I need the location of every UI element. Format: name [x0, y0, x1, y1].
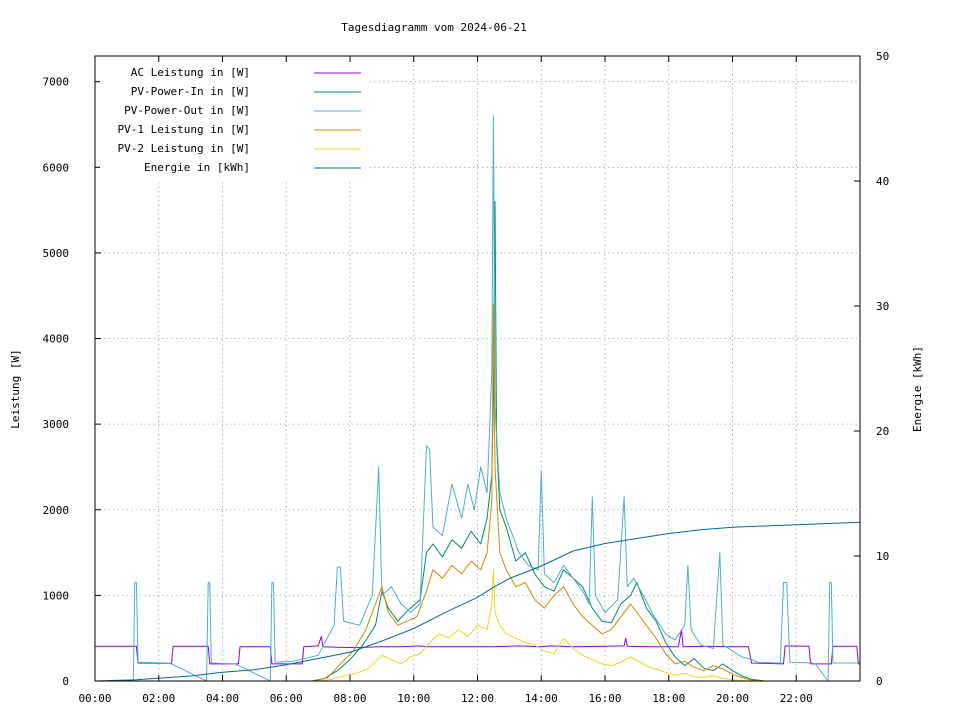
series-line-3	[314, 303, 765, 682]
y-tick-label: 2000	[43, 504, 70, 517]
y-tick-label: 1000	[43, 589, 70, 602]
y2-tick-label: 30	[876, 300, 889, 313]
legend-label: PV-Power-In in [W]	[131, 85, 250, 98]
x-tick-label: 22:00	[780, 692, 813, 705]
y2-tick-label: 50	[876, 50, 889, 63]
x-tick-label: 20:00	[716, 692, 749, 705]
y2-tick-label: 0	[876, 675, 883, 688]
series-line-5	[94, 521, 861, 682]
chart-title: Tagesdiagramm vom 2024-06-21	[341, 21, 526, 34]
legend-label: PV-Power-Out in [W]	[124, 104, 250, 117]
series-line-1	[311, 201, 765, 682]
y-axis-label: Leistung [W]	[9, 349, 22, 428]
legend-label: PV-1 Leistung in [W]	[118, 123, 250, 136]
x-tick-label: 02:00	[142, 692, 175, 705]
axis-ticks: 00:00 02:00 04:00 06:00 08:00 10:00 12:00 14:00…	[43, 50, 890, 705]
series-line-0	[95, 629, 860, 665]
x-tick-label: 12:00	[461, 692, 494, 705]
series-line-2	[95, 115, 860, 682]
legend-background	[100, 62, 370, 180]
legend-label: Energie in [kWh]	[144, 161, 250, 174]
y2-tick-label: 40	[876, 175, 889, 188]
x-tick-label: 00:00	[78, 692, 111, 705]
plot-series	[94, 115, 861, 682]
y-tick-label: 4000	[43, 333, 70, 346]
y2-tick-label: 10	[876, 550, 889, 563]
series-line-4	[318, 569, 752, 682]
y2-tick-label: 20	[876, 425, 889, 438]
x-tick-label: 10:00	[397, 692, 430, 705]
x-tick-label: 08:00	[333, 692, 366, 705]
y2-axis-label: Energie [kWh]	[911, 346, 924, 432]
legend-label: AC Leistung in [W]	[131, 66, 250, 79]
y-tick-label: 7000	[43, 76, 70, 89]
legend: AC Leistung in [W] PV-Power-In in [W] PV-P…	[100, 62, 370, 180]
legend-label: PV-2 Leistung in [W]	[118, 142, 250, 155]
x-tick-label: 04:00	[206, 692, 239, 705]
x-tick-label: 06:00	[270, 692, 303, 705]
y-tick-label: 6000	[43, 161, 70, 174]
x-tick-label: 16:00	[588, 692, 621, 705]
x-tick-label: 14:00	[525, 692, 558, 705]
y-tick-label: 0	[62, 675, 69, 688]
x-tick-label: 18:00	[652, 692, 685, 705]
y-tick-label: 5000	[43, 247, 70, 260]
y-tick-label: 3000	[43, 418, 70, 431]
